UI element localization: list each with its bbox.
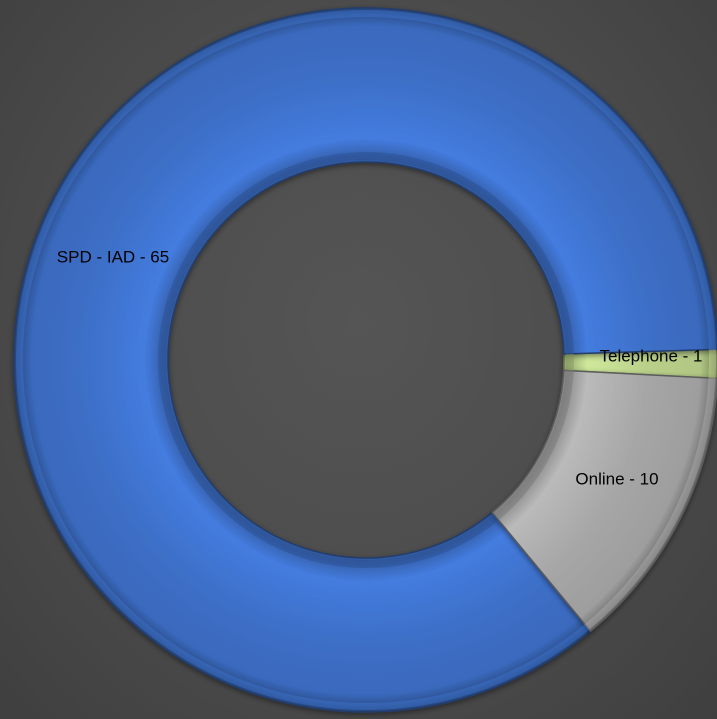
bevel-layer xyxy=(16,10,717,711)
slice-label-telephone-1: Telephone - 1 xyxy=(599,346,702,365)
slice-bevel-outer-telephone-1 xyxy=(708,349,717,379)
slice-label-online-10: Online - 10 xyxy=(575,469,658,488)
slice-bevel-inner-telephone-1 xyxy=(565,353,574,371)
slice-label-spd-iad-65: SPD - IAD - 65 xyxy=(57,247,169,266)
slice-spd-iad-65 xyxy=(13,7,717,713)
labels-layer: Telephone - 1 SPD - IAD - 65 Online - 10 xyxy=(57,247,703,488)
slice-bevel-inner-online-10 xyxy=(493,370,574,521)
slices-layer xyxy=(13,7,717,713)
